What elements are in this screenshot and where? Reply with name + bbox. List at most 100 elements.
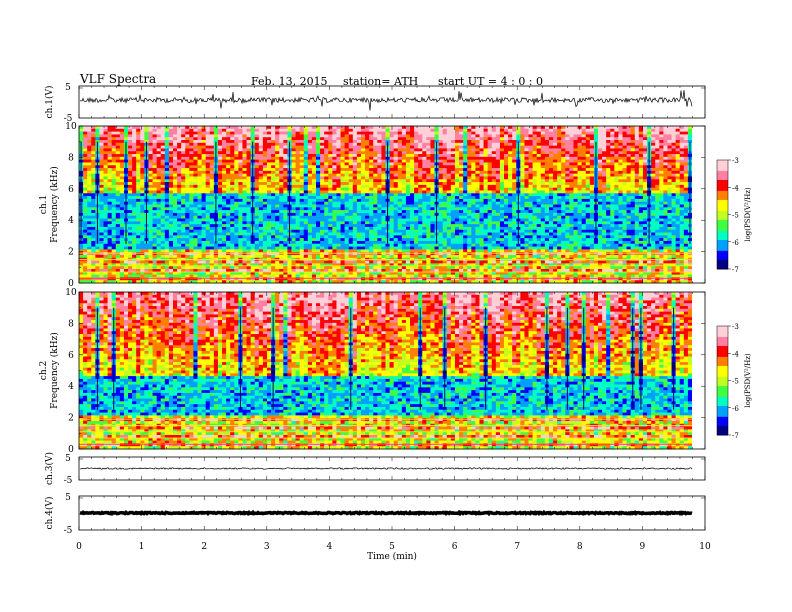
s1-psd-cell — [410, 134, 414, 137]
s1-psd-cell — [320, 151, 324, 154]
s1-psd-cell — [394, 221, 398, 224]
s1-psd-cell — [185, 235, 189, 238]
s1-psd-cell — [234, 261, 238, 264]
s1-psd-cell — [136, 252, 140, 255]
s1-psd-cell — [218, 174, 222, 177]
s1-psd-cell — [410, 182, 414, 185]
s1-psd-cell — [410, 230, 414, 233]
s1-psd-cell — [275, 230, 279, 233]
s1-psd-cell — [377, 134, 381, 137]
s1-psd-cell — [136, 213, 140, 216]
s1-psd-cell — [328, 233, 332, 236]
s1-psd-cell — [177, 193, 181, 196]
s1-psd-cell — [161, 134, 165, 137]
s1-psd-cell — [79, 277, 83, 280]
s1-psd-cell — [267, 168, 271, 171]
s1-psd-cell — [148, 233, 152, 236]
s1-psd-cell — [410, 249, 414, 252]
s1-psd-cell — [349, 249, 353, 252]
s1-psd-cell — [132, 199, 136, 202]
s1-psd-cell — [361, 190, 365, 193]
s1-psd-cell — [373, 151, 377, 154]
s1-psd-cell — [259, 219, 263, 222]
s1-psd-cell — [377, 221, 381, 224]
s1-psd-cell — [173, 137, 177, 140]
s1-psd-cell — [255, 168, 259, 171]
s1-psd-cell — [128, 221, 132, 224]
s1-psd-cell — [251, 255, 255, 258]
s1-psd-cell — [234, 230, 238, 233]
s1-psd-cell — [398, 134, 402, 137]
s1-psd-cell — [341, 266, 345, 269]
s1-psd-cell — [263, 132, 267, 135]
s1-psd-cell — [320, 244, 324, 247]
s1-psd-cell — [328, 199, 332, 202]
s1-psd-cell — [222, 277, 226, 280]
s1-psd-cell — [422, 233, 426, 236]
s1-psd-cell — [353, 157, 357, 160]
s1-psd-cell — [263, 151, 267, 154]
s1-psd-cell — [112, 174, 116, 177]
s1-psd-cell — [255, 241, 259, 244]
s1-psd-cell — [136, 210, 140, 213]
s1-psd-cell — [345, 162, 349, 165]
s1-psd-cell — [349, 137, 353, 140]
s1-psd-cell — [165, 221, 169, 224]
s1-psd-cell — [283, 157, 287, 160]
s1-psd-cell — [193, 216, 197, 219]
s1-psd-cell — [377, 249, 381, 252]
s1-psd-cell — [91, 190, 95, 193]
s1-psd-cell — [336, 216, 340, 219]
s1-psd-cell — [373, 249, 377, 252]
s1-psd-cell — [255, 275, 259, 278]
s1-psd-cell — [361, 179, 365, 182]
s1-psd-cell — [426, 233, 430, 236]
s1-psd-cell — [353, 261, 357, 264]
s1-psd-cell — [328, 134, 332, 137]
s1-psd-cell — [283, 224, 287, 227]
s1-psd-cell — [341, 205, 345, 208]
s1-psd-cell — [410, 227, 414, 230]
s1-psd-cell — [255, 247, 259, 250]
s1-psd-cell — [120, 151, 124, 154]
s1-psd-cell — [271, 168, 275, 171]
s1-psd-cell — [255, 207, 259, 210]
s1-psd-cell — [345, 171, 349, 174]
s1-psd-cell — [247, 190, 251, 193]
s1-psd-cell — [153, 261, 157, 264]
s1-psd-cell — [414, 168, 418, 171]
s1-psd-cell — [169, 157, 173, 160]
s1-psd-cell — [377, 176, 381, 179]
s1-psd-cell — [406, 238, 410, 241]
s1-psd-cell — [210, 224, 214, 227]
s1-psd-cell — [320, 249, 324, 252]
s1-psd-cell — [332, 196, 336, 199]
s1-psd-cell — [394, 182, 398, 185]
s1-psd-cell — [418, 266, 422, 269]
s1-psd-cell — [304, 168, 308, 171]
s1-psd-cell — [398, 227, 402, 230]
s1-psd-cell — [234, 233, 238, 236]
s1-psd-cell — [287, 129, 291, 132]
s1-psd-cell — [148, 146, 152, 149]
s1-psd-cell — [238, 207, 242, 210]
s1-psd-cell — [349, 146, 353, 149]
s1-psd-cell — [316, 196, 320, 199]
s1-psd-cell — [99, 227, 103, 230]
s1-psd-cell — [373, 134, 377, 137]
s1-psd-cell — [300, 168, 304, 171]
s1-psd-cell — [173, 216, 177, 219]
s1-psd-cell — [275, 235, 279, 238]
s1-psd-cell — [140, 182, 144, 185]
s1-psd-cell — [336, 199, 340, 202]
s1-psd-cell — [99, 244, 103, 247]
s1-psd-cell — [222, 193, 226, 196]
s1-psd-cell — [202, 190, 206, 193]
s1-psd-cell — [153, 202, 157, 205]
s1-psd-cell — [242, 205, 246, 208]
s1-psd-cell — [226, 266, 230, 269]
s1-psd-cell — [398, 185, 402, 188]
s1-psd-cell — [128, 148, 132, 151]
s1-psd-cell — [218, 176, 222, 179]
s1-psd-cell — [406, 154, 410, 157]
